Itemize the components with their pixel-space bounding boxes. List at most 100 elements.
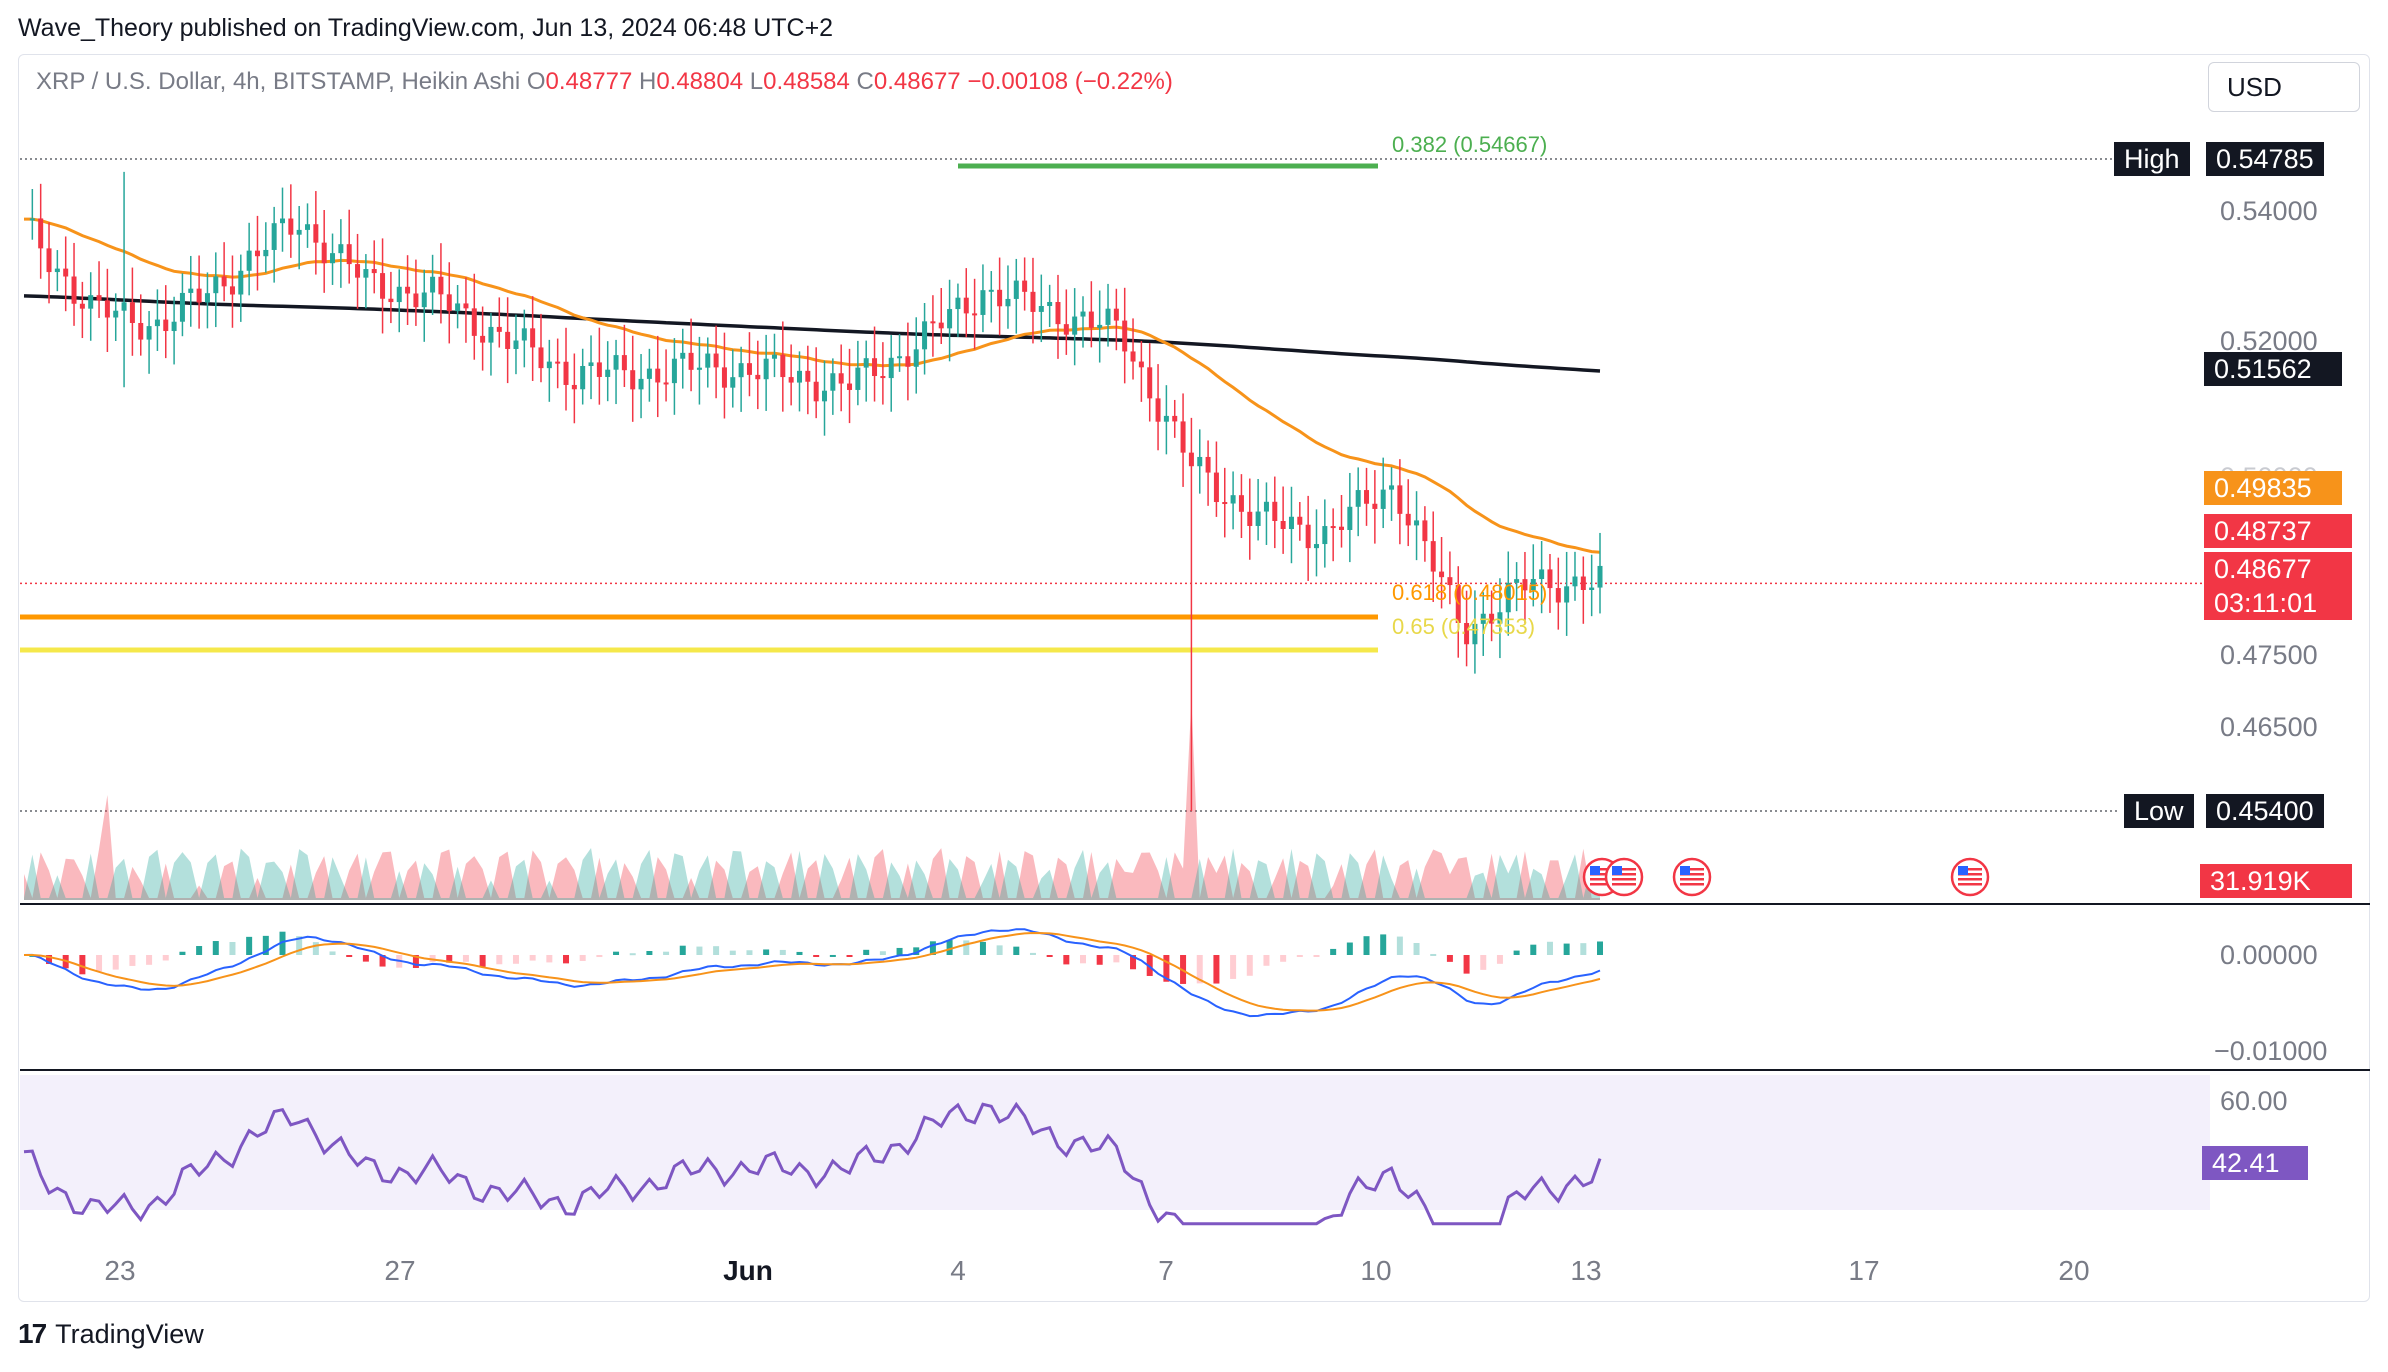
volume-tag: 31.919K xyxy=(2200,864,2352,898)
macd-histogram-bar xyxy=(896,947,903,955)
candle-body xyxy=(288,218,294,235)
candle-body xyxy=(1205,456,1211,473)
us-flag-event-icon[interactable] xyxy=(1950,857,1990,897)
candle-body xyxy=(1505,582,1511,613)
us-flag-icon-stripe xyxy=(1590,883,1614,886)
macd-histogram-bar xyxy=(1496,955,1503,964)
macd-histogram-bar xyxy=(879,951,886,955)
macd-histogram-bar xyxy=(1263,955,1270,966)
candle-body xyxy=(1447,577,1453,586)
candle-body xyxy=(213,276,219,294)
macd-histogram-bar xyxy=(1480,955,1487,970)
us-flag-icon-ring xyxy=(1604,857,1644,897)
candle-body xyxy=(163,319,169,332)
open-value: 0.48777 xyxy=(545,68,633,95)
us-flag-icon-canton xyxy=(1612,866,1622,875)
candle-body xyxy=(521,328,527,341)
candle-body xyxy=(771,354,777,359)
candle-body xyxy=(254,250,260,257)
candle-body xyxy=(955,297,961,310)
us-flag-icon-ring xyxy=(1950,857,1990,897)
candle-body xyxy=(1305,524,1311,549)
candle-body xyxy=(1213,472,1219,503)
candle-body xyxy=(413,293,419,308)
volume-area-down xyxy=(24,700,1600,900)
us-flag-event-icon[interactable] xyxy=(1672,857,1712,897)
candle-body xyxy=(980,290,986,315)
us-flag-event-icon[interactable] xyxy=(1604,857,1644,897)
macd-histogram-bar xyxy=(179,951,186,955)
currency-button[interactable]: USD xyxy=(2208,62,2360,112)
fib-label-0618: 0.618 (0.48015) xyxy=(1392,580,1548,605)
footer-brand[interactable]: 17 TradingView xyxy=(18,1318,204,1350)
candle-body xyxy=(880,376,886,379)
candle-body xyxy=(738,363,744,378)
candle-body xyxy=(838,373,844,384)
candle-body xyxy=(1355,490,1361,507)
economic-events[interactable] xyxy=(1582,857,1990,897)
macd-histogram-bar xyxy=(162,955,169,961)
last-price-top-tag: 0.48737 xyxy=(2204,514,2352,548)
candle-body xyxy=(1472,623,1478,645)
candle-body xyxy=(922,321,928,350)
macd-histogram-bar xyxy=(1113,955,1120,963)
candle-body xyxy=(1430,541,1436,572)
macd-histogram-bar xyxy=(829,954,836,957)
candle-body xyxy=(1105,308,1111,325)
candle-body xyxy=(496,326,502,332)
candle-body xyxy=(38,218,44,249)
ema-black-line xyxy=(23,294,1601,373)
high-tag-value: 0.54785 xyxy=(2206,142,2324,176)
candle-body xyxy=(571,384,577,390)
macd-histogram-bar xyxy=(412,955,419,968)
candle-body xyxy=(1288,516,1294,530)
candle-body xyxy=(121,302,127,311)
candle-body xyxy=(963,297,969,314)
candle-body xyxy=(938,322,944,329)
high-value: 0.48804 xyxy=(656,68,744,95)
candle-body xyxy=(171,321,177,332)
price-tick-1: 0.52000 xyxy=(2220,326,2318,356)
candle-body xyxy=(363,269,369,278)
macd-histogram-bar xyxy=(1363,936,1370,955)
candle-body xyxy=(822,390,828,402)
candles[interactable] xyxy=(29,171,1603,811)
candle-body xyxy=(305,224,311,230)
candle-body xyxy=(713,353,719,368)
macd-histogram-bar xyxy=(229,941,236,955)
candle-body xyxy=(1572,576,1578,587)
macd-histogram-bar xyxy=(362,955,369,962)
chart-frame xyxy=(18,54,2370,1302)
candle-body xyxy=(1122,320,1128,352)
candle-body xyxy=(1263,501,1269,512)
candle-body xyxy=(88,295,94,309)
date-label-27: 27 xyxy=(384,1255,416,1286)
candle-body xyxy=(1147,367,1153,399)
macd-histogram-bar xyxy=(763,949,770,955)
candle-body xyxy=(355,264,361,278)
macd-histogram-bar xyxy=(1463,955,1470,974)
macd-histogram-bar xyxy=(212,941,219,955)
candle-body xyxy=(1005,298,1011,307)
candle-body xyxy=(321,242,327,264)
macd-histogram-bar xyxy=(696,946,703,955)
low-tag-value: 0.45400 xyxy=(2206,794,2324,828)
low-label: L xyxy=(749,68,764,95)
candle-body xyxy=(388,298,394,303)
symbol-legend[interactable]: XRP / U.S. Dollar, 4h, BITSTAMP, Heikin … xyxy=(36,68,1173,96)
date-label-17: 17 xyxy=(1848,1255,1880,1286)
close-label: C xyxy=(856,68,874,95)
candle-body xyxy=(505,331,511,349)
macd-histogram-bar xyxy=(529,955,536,961)
candle-body xyxy=(279,218,285,224)
candle-body xyxy=(1405,513,1411,526)
tradingview-logo-icon: 17 xyxy=(18,1318,47,1349)
candle-body xyxy=(221,276,227,287)
volume-area xyxy=(24,700,1600,900)
macd-histogram-bar xyxy=(1546,941,1553,955)
candle-body xyxy=(1464,623,1470,645)
candle-body xyxy=(1372,503,1378,509)
rsi-line xyxy=(23,1101,1602,1226)
us-flag-icon-stripe xyxy=(1612,878,1636,881)
